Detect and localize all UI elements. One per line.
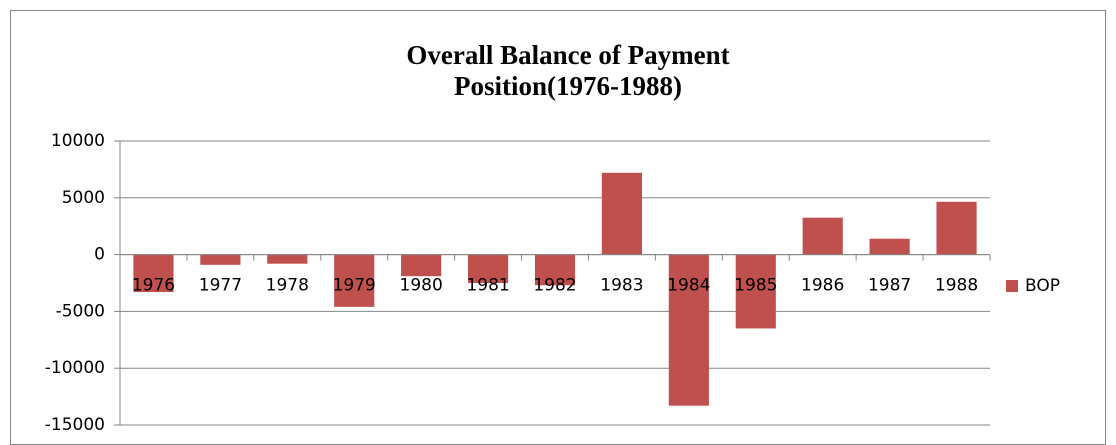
x-tick-label: 1982 bbox=[533, 276, 576, 296]
x-tick-label: 1986 bbox=[801, 276, 844, 296]
x-tick-label: 1979 bbox=[333, 276, 376, 296]
bar bbox=[468, 254, 509, 283]
x-tick-label: 1978 bbox=[266, 276, 309, 296]
bar bbox=[334, 254, 375, 307]
x-tick-label: 1980 bbox=[400, 276, 443, 296]
y-tick-label: 5000 bbox=[62, 188, 105, 208]
y-tick-label: -10000 bbox=[45, 358, 105, 378]
x-tick-label: 1983 bbox=[600, 276, 643, 296]
bar bbox=[668, 254, 709, 406]
x-tick-label: 1988 bbox=[935, 276, 978, 296]
bar bbox=[601, 172, 642, 255]
bar bbox=[936, 201, 977, 255]
legend-swatch bbox=[1006, 280, 1018, 292]
bar bbox=[534, 254, 576, 286]
bar bbox=[735, 254, 776, 329]
bar bbox=[267, 254, 308, 264]
x-tick-label: 1976 bbox=[132, 276, 175, 296]
x-tick-label: 1977 bbox=[199, 276, 242, 296]
chart-title: Overall Balance of Payment Position(1976… bbox=[406, 40, 730, 101]
bar bbox=[869, 238, 910, 255]
y-tick-label: 10000 bbox=[51, 131, 105, 151]
x-tick-label: 1985 bbox=[734, 276, 777, 296]
bar bbox=[133, 254, 174, 293]
y-tick-label: 0 bbox=[94, 245, 105, 265]
bar bbox=[401, 254, 442, 277]
x-tick-label: 1987 bbox=[868, 276, 911, 296]
legend-label: BOP bbox=[1025, 276, 1060, 296]
y-tick-label: -15000 bbox=[45, 415, 105, 435]
bar bbox=[200, 254, 241, 265]
y-tick-label: -5000 bbox=[56, 301, 105, 321]
bar bbox=[802, 217, 843, 255]
x-tick-label: 1984 bbox=[667, 276, 710, 296]
x-tick-label: 1981 bbox=[466, 276, 509, 296]
